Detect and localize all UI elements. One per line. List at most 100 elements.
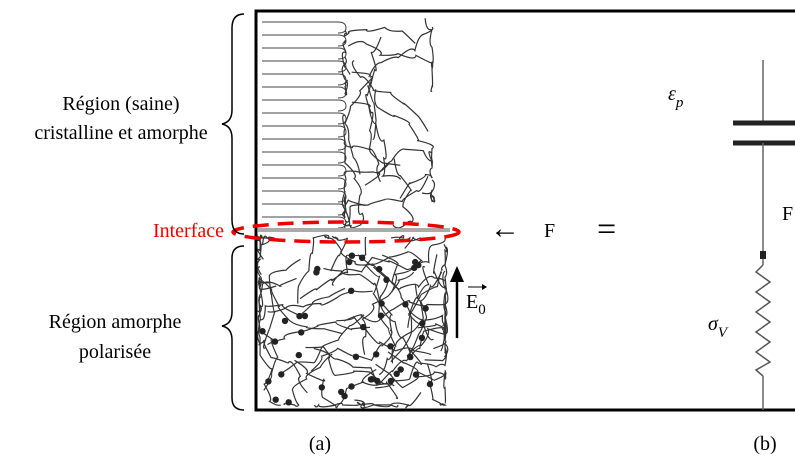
chain bbox=[421, 179, 436, 203]
dipole bbox=[271, 338, 279, 345]
chain bbox=[433, 270, 447, 350]
field-arrowhead bbox=[450, 266, 464, 282]
lamella bbox=[262, 34, 347, 47]
chain bbox=[409, 310, 447, 337]
lamella bbox=[262, 112, 347, 125]
dipole bbox=[348, 252, 356, 259]
dipole bbox=[378, 300, 385, 307]
dipole bbox=[259, 328, 266, 335]
lamella bbox=[262, 138, 347, 151]
chain bbox=[267, 290, 373, 313]
chain bbox=[347, 40, 433, 69]
lamella bbox=[262, 164, 347, 177]
chain bbox=[341, 162, 390, 210]
chain bbox=[390, 235, 422, 249]
chain bbox=[365, 264, 411, 355]
dipole bbox=[295, 351, 302, 359]
chain bbox=[331, 256, 423, 286]
chain bbox=[367, 36, 382, 140]
lamella bbox=[262, 125, 347, 138]
dipole bbox=[376, 265, 383, 273]
chain bbox=[344, 77, 374, 175]
dipole bbox=[348, 383, 355, 390]
chain bbox=[299, 236, 367, 300]
dipole bbox=[377, 312, 385, 319]
chain bbox=[343, 26, 416, 44]
chain bbox=[391, 235, 448, 293]
chain bbox=[424, 342, 449, 362]
dipole bbox=[348, 287, 355, 294]
chain bbox=[267, 321, 371, 346]
chain bbox=[294, 359, 359, 406]
sigma-subscript: V bbox=[718, 325, 729, 341]
brace-upper bbox=[221, 13, 245, 235]
field-label: E0 bbox=[466, 291, 486, 318]
dipole bbox=[422, 305, 429, 312]
arrow-left: ← bbox=[490, 212, 520, 245]
chain bbox=[351, 59, 429, 132]
dipole bbox=[296, 312, 303, 320]
chain bbox=[344, 176, 429, 223]
dipole bbox=[387, 343, 394, 350]
field-symbol: E bbox=[466, 291, 478, 313]
lamella bbox=[262, 60, 347, 73]
chain bbox=[263, 258, 301, 349]
lamella bbox=[262, 151, 347, 164]
chain bbox=[258, 319, 282, 406]
caption-b: (b) bbox=[753, 433, 776, 455]
chain bbox=[330, 235, 348, 272]
node bbox=[760, 251, 766, 259]
chain bbox=[342, 208, 352, 229]
dipole bbox=[418, 334, 426, 341]
interface-label: Interface bbox=[153, 220, 224, 242]
chain bbox=[283, 353, 333, 407]
dipole bbox=[341, 392, 348, 400]
dipole bbox=[383, 276, 390, 283]
equals: = bbox=[597, 211, 616, 248]
dipole bbox=[285, 399, 292, 406]
dipole bbox=[318, 384, 325, 391]
dipole bbox=[314, 265, 321, 273]
lamella bbox=[262, 86, 347, 99]
lower-label-2: polarisée bbox=[79, 341, 151, 363]
chain bbox=[310, 329, 393, 372]
dipole bbox=[412, 371, 420, 378]
dipole bbox=[407, 353, 414, 361]
chain bbox=[259, 279, 343, 335]
dipole bbox=[281, 317, 289, 325]
dipole bbox=[265, 378, 272, 385]
lamella bbox=[262, 99, 347, 112]
chain bbox=[342, 114, 401, 166]
dipole bbox=[298, 329, 305, 336]
dipole bbox=[402, 301, 409, 308]
chain bbox=[341, 56, 349, 96]
dipole bbox=[387, 377, 395, 385]
chain bbox=[407, 246, 449, 328]
dipole bbox=[419, 320, 426, 327]
dipole bbox=[426, 380, 434, 388]
chain bbox=[305, 346, 395, 387]
chain bbox=[344, 145, 365, 229]
dipole bbox=[352, 353, 360, 360]
lamella bbox=[262, 190, 347, 203]
lamella bbox=[262, 21, 347, 34]
chain bbox=[374, 89, 434, 167]
chain bbox=[313, 347, 399, 400]
upper-label-2: cristalline et amorphe bbox=[34, 122, 207, 144]
lamellae bbox=[262, 21, 347, 229]
resistor bbox=[754, 264, 772, 377]
chain bbox=[342, 194, 366, 219]
eps-symbol: ε bbox=[668, 83, 676, 105]
dipole bbox=[374, 377, 381, 385]
eps-subscript: p bbox=[675, 95, 684, 111]
lamella bbox=[262, 73, 347, 86]
dipole bbox=[393, 370, 400, 377]
force-label: F bbox=[544, 220, 555, 242]
chain bbox=[314, 368, 377, 409]
lamella bbox=[262, 203, 347, 216]
chain bbox=[387, 351, 447, 404]
lower-label-1: Région amorphe bbox=[49, 311, 182, 333]
interface-ellipse bbox=[231, 220, 461, 244]
brace-lower bbox=[221, 245, 245, 411]
node-label: F bbox=[782, 203, 793, 225]
